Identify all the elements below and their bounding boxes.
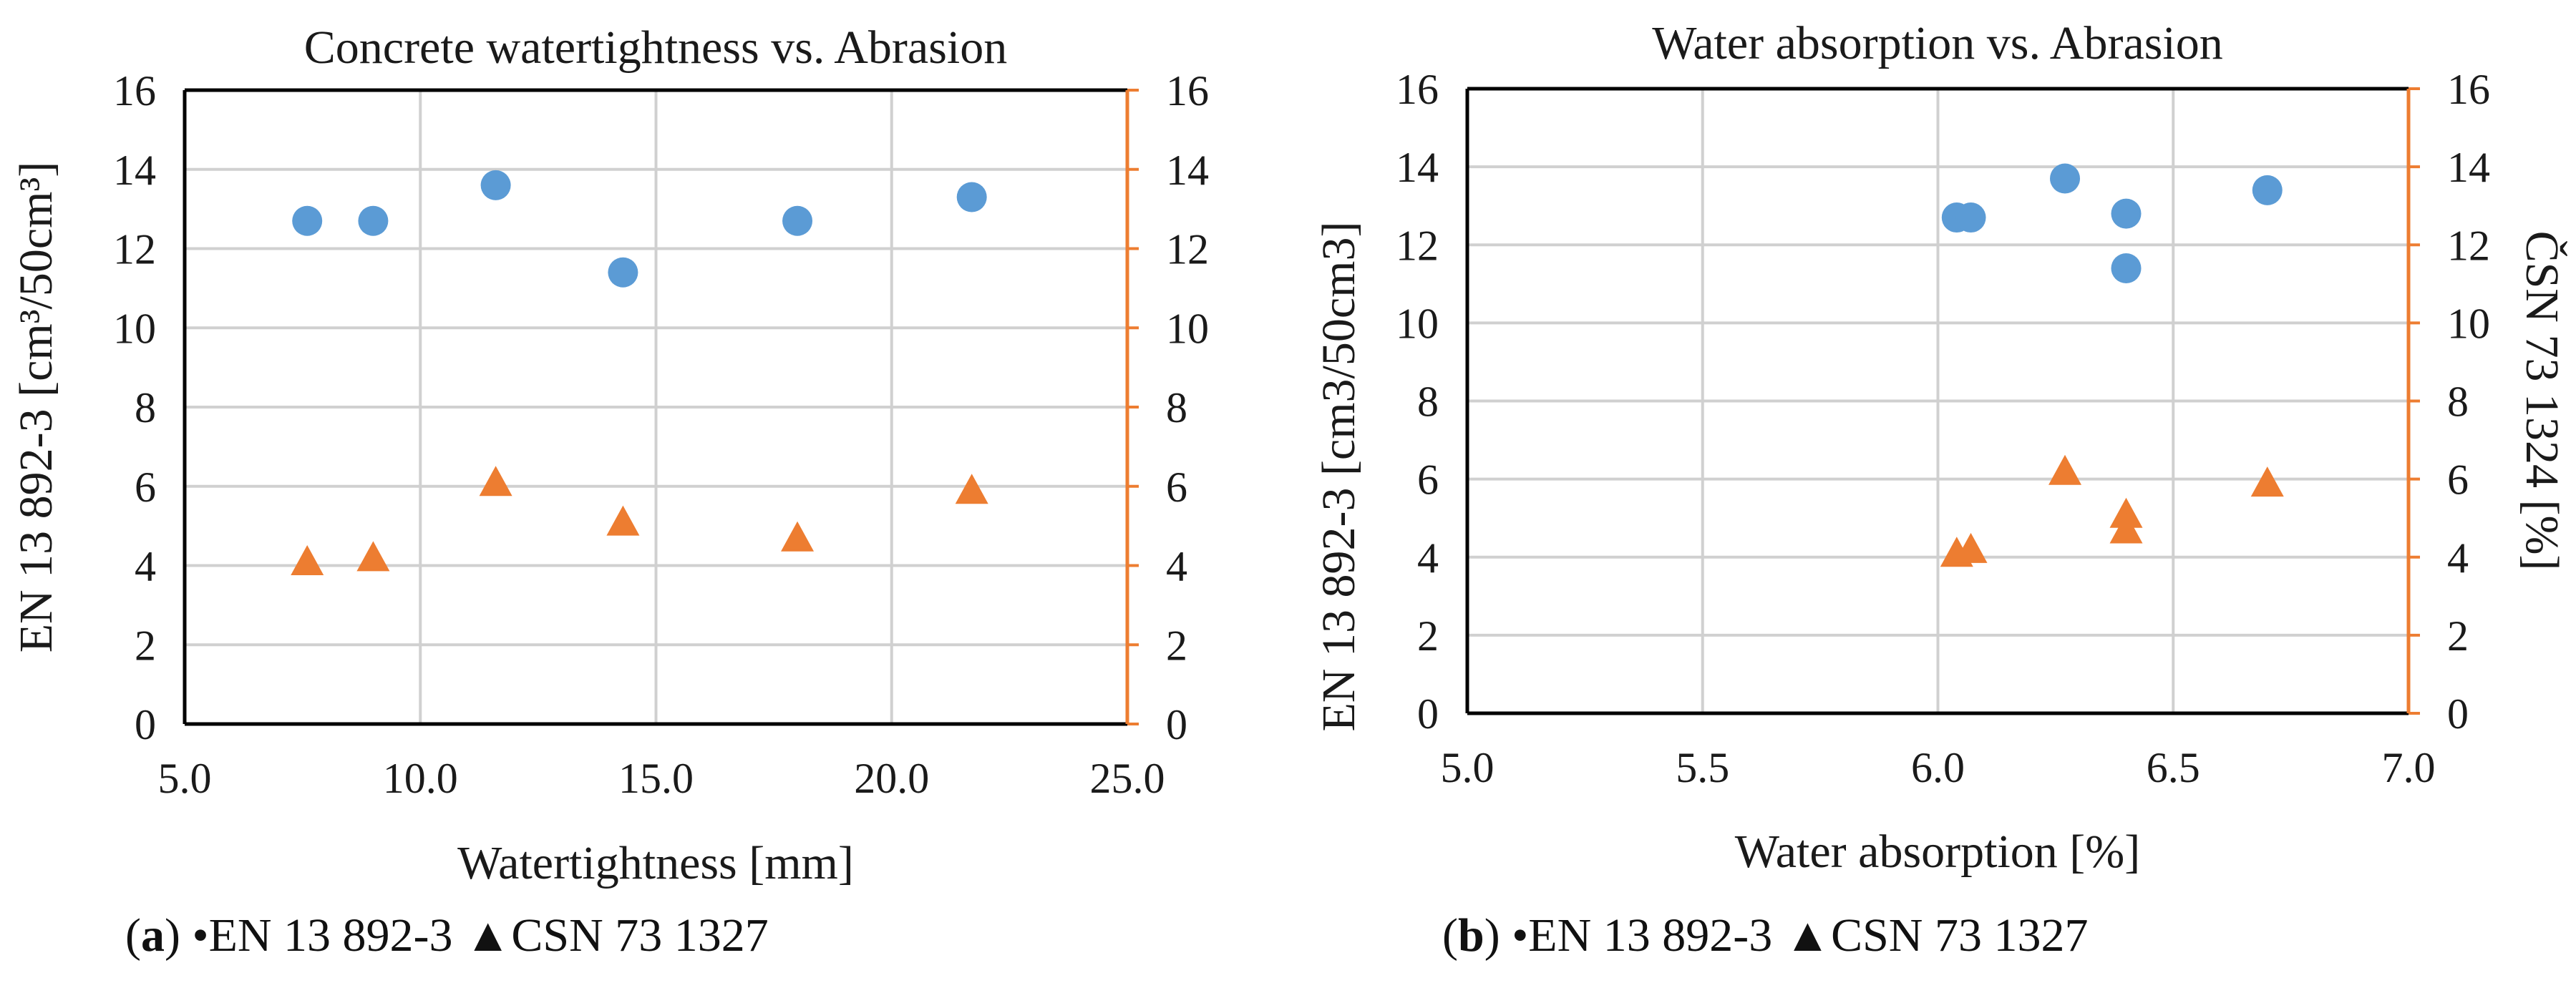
point-en-13892-3 — [358, 205, 389, 236]
point-csn-73-1327 — [606, 505, 640, 536]
point-csn-73-1327 — [2109, 497, 2143, 528]
y2-tick-label: 0 — [2447, 690, 2469, 738]
chart-title: Concrete watertightness vs. Abrasion — [304, 21, 1007, 74]
x-tick-label: 6.0 — [1911, 744, 1965, 791]
x-tick-label: 6.5 — [2147, 744, 2200, 791]
caption-b-legend: •EN 13 892-3 ▲CSN 73 1327 — [1500, 909, 2089, 962]
y-tick-label: 0 — [1417, 690, 1439, 738]
y2-tick-label: 14 — [2447, 144, 2490, 191]
caption-b: (b) •EN 13 892-3 ▲CSN 73 1327 — [1442, 909, 2089, 962]
y2-tick-label: 2 — [1166, 622, 1187, 669]
caption-b-label: b — [1457, 909, 1484, 962]
y-tick-label: 16 — [1396, 66, 1439, 113]
y2-tick-label: 12 — [1166, 226, 1209, 273]
y2-tick-label: 10 — [2447, 300, 2490, 347]
point-csn-73-1327 — [291, 544, 324, 575]
x-axis-label: Water absorption [%] — [1735, 826, 2140, 878]
y2-axis-label: ČSN 73 1324 [%] — [2516, 231, 2568, 571]
y-axis-label: EN 13 892-3 [cm3/50cm3] — [1313, 221, 1365, 731]
y-tick-label: 6 — [135, 464, 156, 511]
point-csn-73-1327 — [479, 466, 512, 497]
point-csn-73-1327 — [1954, 532, 1988, 563]
point-csn-73-1327 — [2109, 513, 2143, 544]
caption-a: (a) •EN 13 892-3 ▲CSN 73 1327 — [125, 909, 769, 962]
point-en-13892-3 — [480, 170, 511, 200]
point-csn-73-1327 — [955, 474, 988, 504]
point-en-13892-3 — [1955, 202, 1986, 233]
y2-tick-label: 0 — [1166, 701, 1187, 748]
point-csn-73-1327 — [2048, 454, 2082, 485]
y-tick-label: 16 — [113, 67, 156, 114]
y-tick-label: 2 — [1417, 612, 1439, 660]
x-tick-label: 5.0 — [158, 755, 212, 802]
x-tick-label: 20.0 — [854, 755, 929, 802]
y-tick-label: 8 — [1417, 378, 1439, 426]
point-en-13892-3 — [292, 205, 323, 236]
y2-tick-label: 4 — [1166, 543, 1187, 590]
y2-tick-label: 8 — [1166, 384, 1187, 431]
caption-a-legend: •EN 13 892-3 ▲CSN 73 1327 — [180, 909, 769, 962]
y2-tick-label: 8 — [2447, 378, 2469, 426]
point-en-13892-3 — [608, 257, 638, 288]
y-tick-label: 10 — [113, 305, 156, 352]
x-tick-label: 5.5 — [1676, 744, 1729, 791]
x-axis-label: Watertightness [mm] — [457, 837, 854, 889]
y-tick-label: 4 — [1417, 534, 1439, 582]
chart-title: Water absorption vs. Abrasion — [1652, 17, 2223, 69]
chart-a-watertightness: 5.0 10.0 15.0 20.0 25.0024681012141602468101… — [10, 21, 1209, 889]
x-tick-label: 15.0 — [618, 755, 694, 802]
y-tick-label: 12 — [113, 226, 156, 273]
y2-tick-label: 6 — [1166, 464, 1187, 511]
y2-tick-label: 16 — [2447, 66, 2490, 113]
y-tick-label: 0 — [135, 701, 156, 748]
point-csn-73-1327 — [781, 521, 815, 552]
y2-tick-label: 10 — [1166, 305, 1209, 352]
point-en-13892-3 — [2252, 175, 2283, 205]
point-en-13892-3 — [2111, 198, 2142, 229]
x-tick-label: 5.0 — [1441, 744, 1494, 791]
y-tick-label: 12 — [1396, 222, 1439, 269]
y-tick-label: 8 — [135, 384, 156, 431]
point-en-13892-3 — [956, 182, 987, 212]
y-tick-label: 4 — [135, 543, 156, 590]
point-csn-73-1327 — [356, 541, 390, 572]
y-tick-label: 14 — [1396, 144, 1439, 191]
x-tick-label: 25.0 — [1090, 755, 1165, 802]
point-en-13892-3 — [2111, 253, 2142, 283]
y-tick-label: 10 — [1396, 300, 1439, 347]
chart-b-water-absorption: 5.0 5.5 6.0 6.5 7.00246810121416024681012141… — [1313, 17, 2568, 878]
y-tick-label: 2 — [135, 622, 156, 669]
y-tick-label: 14 — [113, 147, 156, 194]
y2-tick-label: 6 — [2447, 456, 2469, 504]
caption-a-label: a — [140, 909, 165, 962]
x-tick-label: 7.0 — [2382, 744, 2436, 791]
y2-tick-label: 2 — [2447, 612, 2469, 660]
y2-tick-label: 12 — [2447, 222, 2490, 269]
y-axis-label: EN 13 892-3 [cm³/50cm³] — [10, 162, 62, 653]
y2-tick-label: 16 — [1166, 67, 1209, 114]
point-csn-73-1327 — [2250, 466, 2284, 497]
y2-tick-label: 4 — [2447, 534, 2469, 582]
point-en-13892-3 — [2050, 163, 2081, 194]
x-tick-label: 10.0 — [383, 755, 458, 802]
point-en-13892-3 — [782, 205, 813, 236]
y-tick-label: 6 — [1417, 456, 1439, 504]
y2-tick-label: 14 — [1166, 147, 1209, 194]
